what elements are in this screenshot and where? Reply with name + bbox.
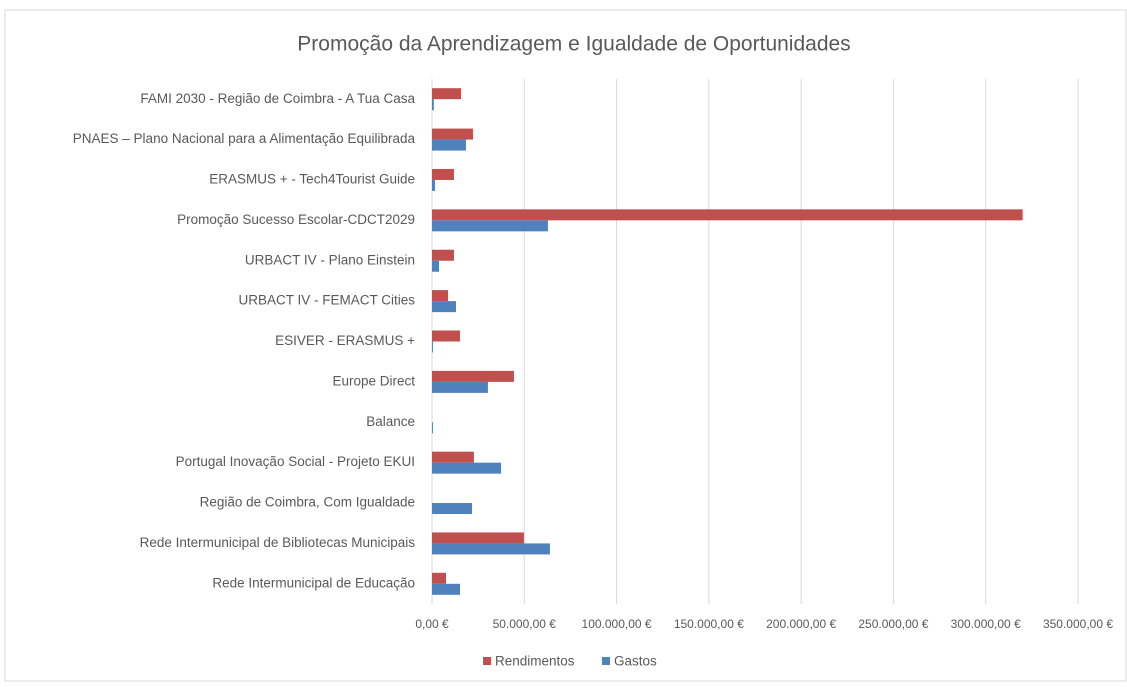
bar: [432, 99, 434, 111]
bar: [432, 168, 454, 180]
x-tick-label: 200.000,00 €: [766, 617, 836, 631]
bar: [432, 572, 447, 584]
legend-swatch: [483, 657, 491, 665]
bar: [432, 88, 461, 100]
x-tick-label: 100.000,00 €: [582, 617, 652, 631]
bar: [432, 381, 488, 393]
y-tick-label: URBACT IV - Plano Einstein: [245, 252, 415, 267]
chart-title: Promoção da Aprendizagem e Igualdade de …: [297, 33, 850, 56]
bar: [432, 532, 524, 544]
y-tick-label: Rede Intermunicipal de Educação: [212, 575, 415, 590]
bar: [432, 583, 461, 595]
bar: [432, 179, 435, 191]
bar: [432, 128, 473, 140]
bar: [432, 543, 550, 555]
bar: [432, 370, 514, 382]
y-tick-label: PNAES – Plano Nacional para a Alimentaçã…: [73, 131, 416, 146]
bar: [432, 290, 449, 302]
y-tick-label: Promoção Sucesso Escolar-CDCT2029: [177, 212, 415, 227]
y-tick-label: FAMI 2030 - Região de Coimbra - A Tua Ca…: [140, 91, 415, 106]
bar: [432, 341, 433, 353]
x-tick-label: 250.000,00 €: [858, 617, 928, 631]
bar: [432, 330, 461, 342]
x-tick-label: 50.000,00 €: [493, 617, 557, 631]
y-tick-label: Europe Direct: [332, 373, 415, 388]
bar: [432, 422, 433, 434]
x-tick-label: 350.000,00 €: [1043, 617, 1113, 631]
bar: [432, 220, 548, 232]
y-tick-label: ERASMUS + - Tech4Tourist Guide: [209, 172, 415, 187]
y-tick-label: URBACT IV - FEMACT Cities: [238, 293, 415, 308]
bar: [432, 260, 440, 272]
y-tick-label: Região de Coimbra, Com Igualdade: [200, 495, 415, 510]
legend-label: Rendimentos: [495, 654, 575, 669]
bar: [432, 301, 456, 313]
legend-label: Gastos: [614, 654, 657, 669]
bar: [432, 209, 1023, 221]
bar: [432, 249, 454, 261]
bar: [432, 451, 474, 463]
chart-frame: [4, 9, 1127, 682]
x-tick-label: 150.000,00 €: [674, 617, 744, 631]
x-tick-label: 0,00 €: [415, 617, 449, 631]
bar: [432, 462, 502, 474]
y-tick-label: ESIVER - ERASMUS +: [275, 333, 415, 348]
bar: [432, 503, 473, 515]
y-tick-label: Portugal Inovação Social - Projeto EKUI: [176, 454, 415, 469]
bar: [432, 139, 466, 151]
y-tick-label: Rede Intermunicipal de Bibliotecas Munic…: [140, 535, 416, 550]
y-tick-label: Balance: [366, 414, 415, 429]
legend-swatch: [602, 657, 610, 665]
x-tick-label: 300.000,00 €: [951, 617, 1021, 631]
